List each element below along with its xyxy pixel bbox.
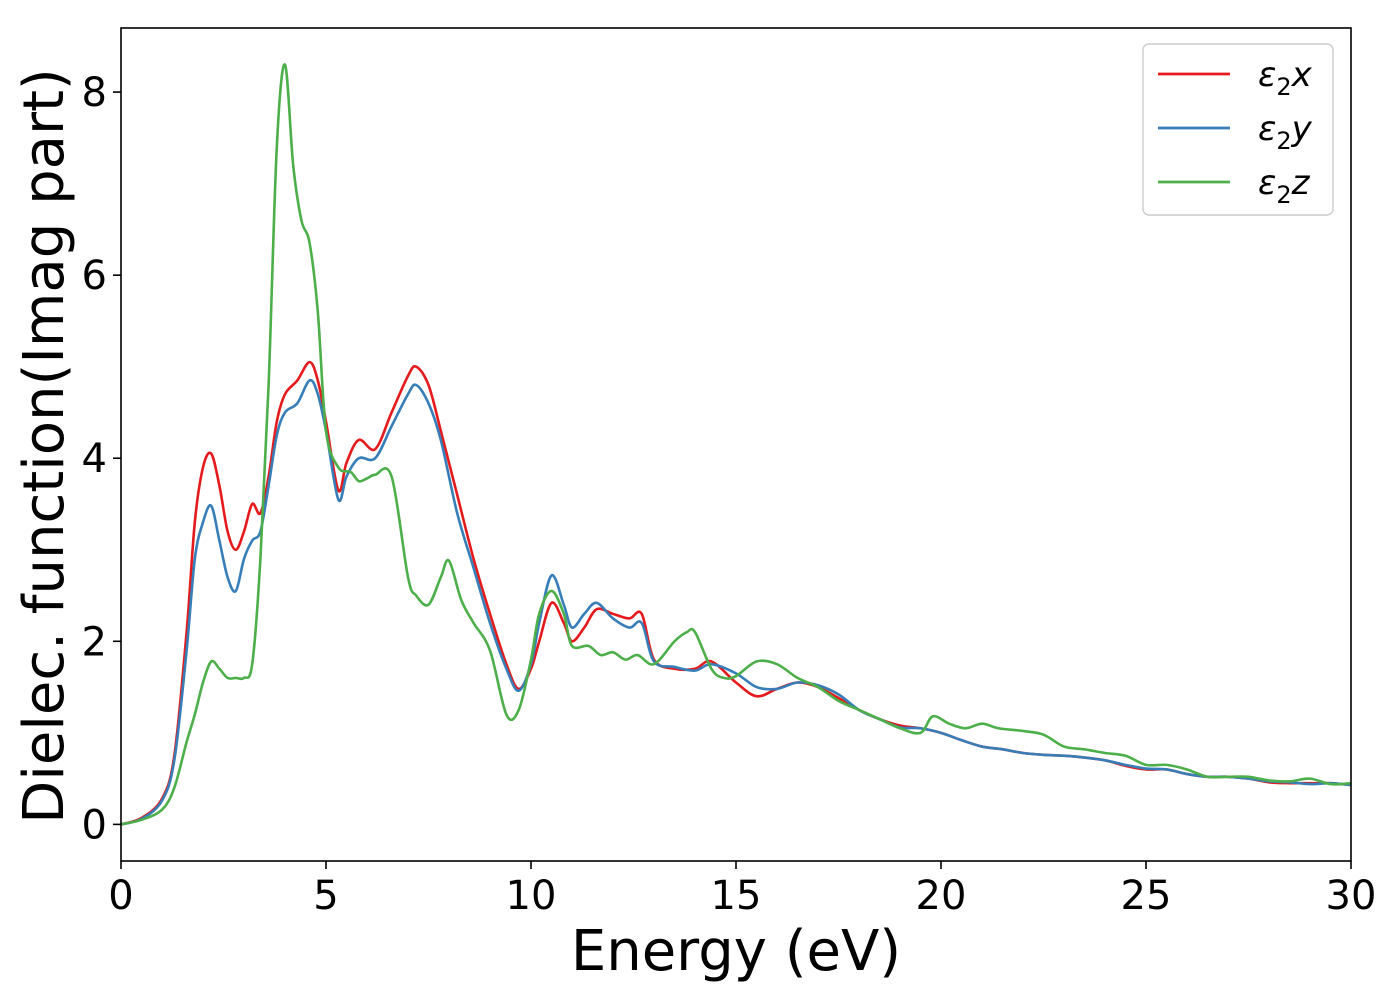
x-tick-label: 25 bbox=[1121, 873, 1172, 919]
x-tick-label: 10 bbox=[506, 873, 557, 919]
x-tick-label: 15 bbox=[711, 873, 762, 919]
y-axis-ticks: 0 2 4 6 8 bbox=[82, 70, 121, 848]
legend-label-y: ε2y bbox=[1258, 109, 1313, 155]
legend-items: ε2x ε2y ε2z bbox=[1158, 55, 1313, 209]
series-line-x bbox=[121, 360, 1351, 826]
legend-box bbox=[1142, 43, 1334, 216]
legend: ε2x ε2y ε2z bbox=[1142, 43, 1334, 216]
y-tick-label: 6 bbox=[82, 253, 107, 299]
y-tick-label: 2 bbox=[82, 619, 107, 665]
x-tick-label: 0 bbox=[108, 873, 133, 919]
x-axis-ticks: 0 5 10 15 20 25 30 bbox=[108, 861, 1376, 919]
x-tick-label: 5 bbox=[313, 873, 338, 919]
y-tick-label: 8 bbox=[82, 70, 107, 116]
y-tick-label: 4 bbox=[82, 436, 107, 482]
legend-label-x: ε2x bbox=[1258, 55, 1313, 101]
series-line-z bbox=[121, 63, 1351, 826]
x-axis-label: Energy (eV) bbox=[571, 919, 901, 984]
x-tick-label: 20 bbox=[916, 873, 967, 919]
y-tick-label: 0 bbox=[82, 802, 107, 848]
legend-label-z: ε2z bbox=[1258, 163, 1311, 209]
series-line-y bbox=[121, 378, 1351, 826]
y-axis-label: Dielec. function(Imag part) bbox=[12, 68, 77, 824]
x-tick-label: 30 bbox=[1326, 873, 1377, 919]
series-layer bbox=[121, 63, 1351, 826]
